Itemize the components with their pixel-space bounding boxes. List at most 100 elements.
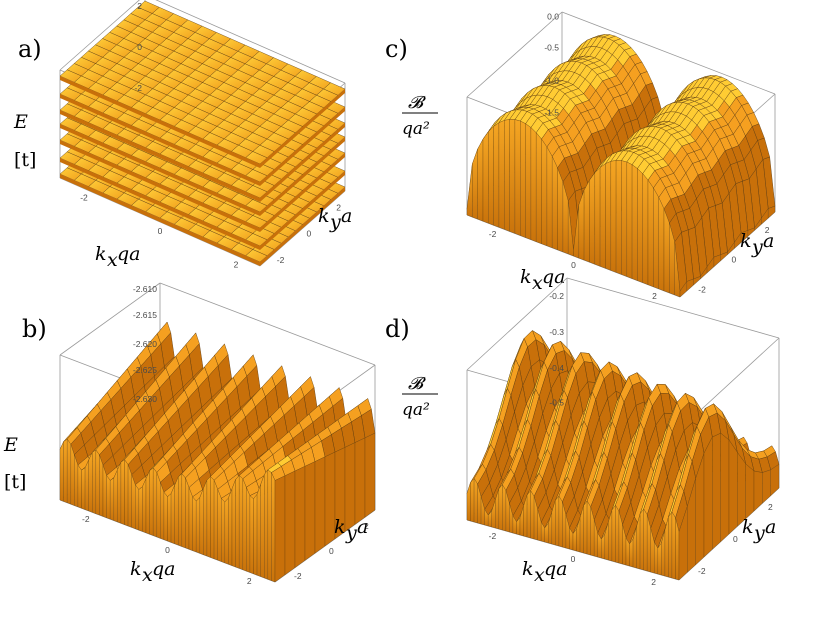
y-axis-label-sub: y xyxy=(753,522,765,544)
y-tick-label: 2 xyxy=(336,202,341,212)
berry-surface-side xyxy=(536,132,542,244)
band-edge xyxy=(60,110,260,202)
energy-surface-side xyxy=(224,497,229,565)
band-edge xyxy=(60,76,260,168)
energy-surface-side xyxy=(84,460,89,512)
energy-surface-side xyxy=(59,441,64,502)
x-tick-label: 0 xyxy=(165,545,170,555)
band-edge xyxy=(60,158,260,250)
y-tick-label: -2 xyxy=(277,255,285,265)
x-axis-label-rest: qa xyxy=(542,266,566,288)
berry-surface-side xyxy=(768,205,776,219)
y-axis-label-rest: a xyxy=(763,230,774,252)
berry-surface-side xyxy=(466,163,473,218)
z-tick-label: -0.5 xyxy=(549,398,564,408)
energy-surface-side xyxy=(256,484,261,577)
y-tick-label: 0 xyxy=(307,229,312,239)
energy-surface-side xyxy=(344,442,356,532)
energy-surface-side xyxy=(92,449,97,514)
energy-surface-side xyxy=(145,470,150,535)
x-tick-label: 0 xyxy=(158,226,163,236)
energy-surface-side xyxy=(235,474,240,569)
z-axis-unit: [t] xyxy=(14,149,36,171)
z-axis-unit: qa² xyxy=(402,119,430,139)
energy-surface-side xyxy=(271,472,276,583)
berry-surface-side xyxy=(514,119,521,236)
x-tick-label: 2 xyxy=(651,577,656,587)
band-edge xyxy=(60,174,260,266)
energy-surface-side xyxy=(364,432,376,518)
berry-surface-side xyxy=(482,131,489,224)
y-axis-label: k xyxy=(742,516,754,538)
x-axis-label: k xyxy=(95,243,107,265)
x-axis-label-sub: x xyxy=(532,272,543,294)
y-axis-label: k xyxy=(318,205,330,227)
z-tick-label: 2 xyxy=(137,1,142,11)
y-axis-label: k xyxy=(334,516,346,538)
energy-surface-side xyxy=(181,473,186,549)
berry-surface-side xyxy=(610,160,617,273)
x-tick-label: 2 xyxy=(247,576,252,586)
berry-surface-side xyxy=(637,168,643,283)
energy-surface-side xyxy=(185,477,190,550)
energy-surface-side xyxy=(170,485,175,544)
berry-surface-side xyxy=(493,122,500,228)
energy-surface-side xyxy=(238,475,244,570)
berry-surface-side xyxy=(526,490,531,539)
berry-surface-side xyxy=(525,123,532,240)
z-tick-label: -2.625 xyxy=(133,365,157,375)
z-tick-label: -0.2 xyxy=(549,291,564,301)
berry-surface-side xyxy=(642,173,649,285)
bounding-box-edge xyxy=(155,0,346,84)
x-tick-label: 2 xyxy=(652,291,657,301)
berry-surface-side xyxy=(605,161,611,271)
berry-surface-side xyxy=(653,187,659,290)
energy-surface-side xyxy=(99,454,104,517)
x-axis-label-rest: qa xyxy=(117,243,141,265)
y-axis-label-rest: a xyxy=(341,205,352,227)
berry-surface-side xyxy=(654,541,658,575)
energy-surface-side xyxy=(77,464,82,509)
z-tick-label: -2 xyxy=(134,83,142,93)
energy-surface-side xyxy=(127,464,132,528)
x-tick-label: -2 xyxy=(80,193,88,203)
y-axis-label-sub: y xyxy=(751,236,763,258)
berry-surface-side xyxy=(594,167,601,267)
berry-surface-side xyxy=(770,463,780,497)
y-axis-label: k xyxy=(740,230,752,252)
berry-surface-side xyxy=(658,197,665,292)
energy-surface-side xyxy=(109,477,115,521)
energy-surface-side xyxy=(284,470,296,576)
x-axis-label-rest: qa xyxy=(152,558,176,580)
energy-surface-side xyxy=(249,495,254,575)
energy-surface-side xyxy=(228,488,233,566)
z-tick-label: 0 xyxy=(137,42,142,52)
y-tick-label: -2 xyxy=(294,571,302,581)
energy-surface-side xyxy=(160,482,165,540)
energy-surface-side xyxy=(221,497,226,564)
band-edge xyxy=(260,187,345,266)
z-tick-label: -0.4 xyxy=(549,363,564,373)
berry-surface-side xyxy=(712,432,721,550)
berry-surface-side xyxy=(671,511,676,580)
panel-label-b: b) xyxy=(22,315,47,343)
bounding-box-edge xyxy=(566,277,780,339)
berry-surface-side xyxy=(599,163,606,269)
energy-surface-side xyxy=(106,474,111,520)
x-tick-label: -2 xyxy=(489,531,497,541)
z-axis-label: 𝓑 xyxy=(408,93,426,113)
energy-surface-side xyxy=(274,475,286,583)
band-edge xyxy=(260,123,345,202)
energy-surface-side xyxy=(231,479,236,568)
energy-surface-side xyxy=(152,467,158,538)
energy-surface-side xyxy=(213,480,218,561)
berry-surface-side xyxy=(615,504,620,564)
berry-surface-side xyxy=(728,439,738,535)
berry-surface-side xyxy=(498,120,505,230)
energy-surface-side xyxy=(70,444,75,506)
berry-surface-side xyxy=(745,463,755,520)
z-axis-unit: [t] xyxy=(4,471,26,493)
energy-surface-side xyxy=(149,467,154,536)
x-axis-label: k xyxy=(522,558,534,580)
